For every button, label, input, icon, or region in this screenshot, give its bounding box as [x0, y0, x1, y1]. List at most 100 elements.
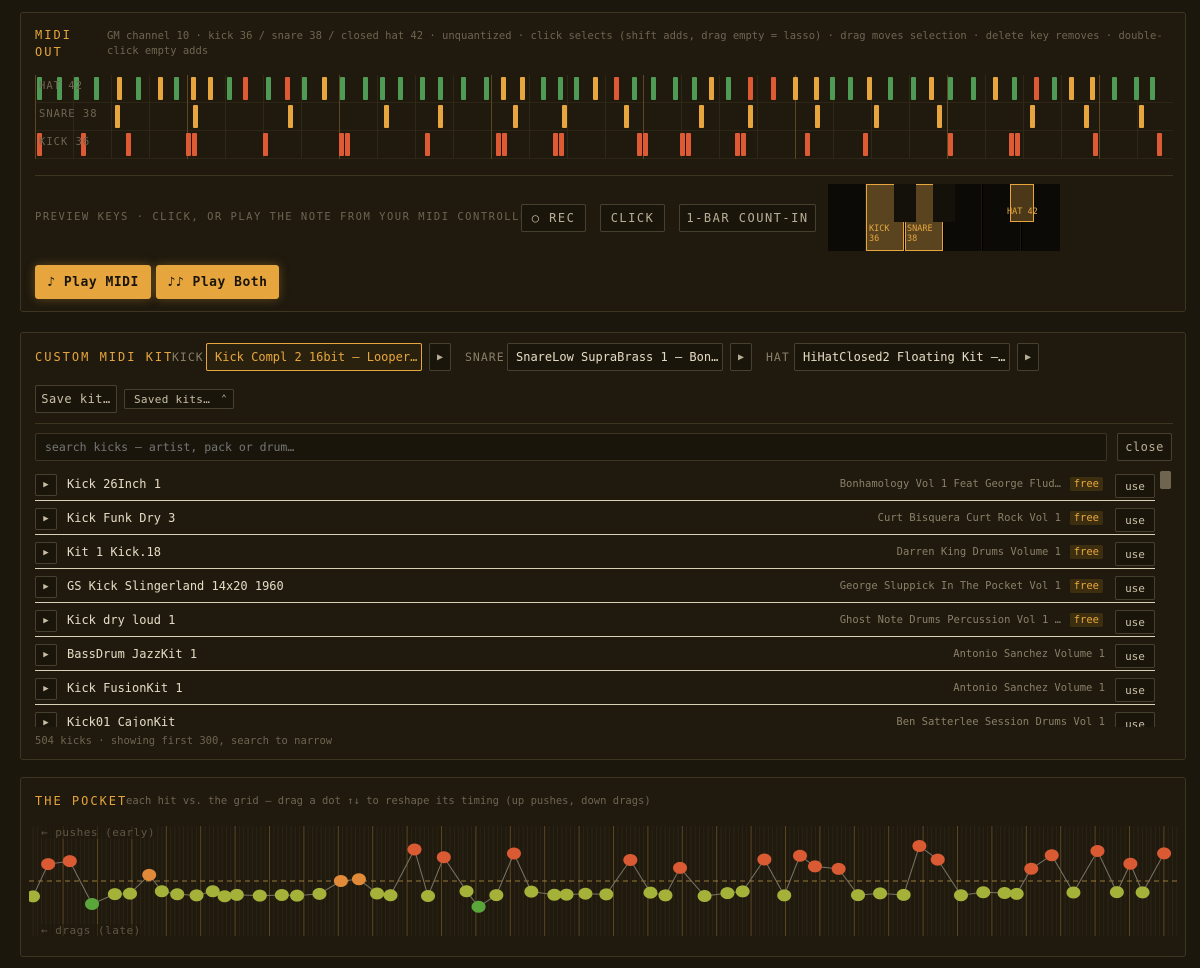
midi-note[interactable]	[692, 77, 697, 100]
midi-note[interactable]	[948, 133, 953, 156]
midi-note[interactable]	[263, 133, 268, 156]
timing-dot[interactable]	[1109, 886, 1124, 899]
midi-note[interactable]	[1139, 105, 1144, 128]
timing-dot[interactable]	[1157, 847, 1172, 860]
timing-dot[interactable]	[62, 855, 77, 868]
midi-note[interactable]	[484, 77, 489, 100]
black-key[interactable]	[933, 184, 955, 222]
midi-note[interactable]	[1069, 77, 1074, 100]
kick-play-button[interactable]: ▶	[429, 343, 451, 371]
midi-note[interactable]	[1012, 77, 1017, 100]
timing-dot[interactable]	[29, 890, 40, 903]
midi-note[interactable]	[74, 77, 79, 100]
saved-kits-select[interactable]: Saved kits… ⌃	[124, 389, 234, 409]
timing-dot[interactable]	[547, 888, 562, 901]
midi-note[interactable]	[929, 77, 934, 100]
timing-dot[interactable]	[1024, 862, 1039, 875]
kick-select[interactable]: Kick Compl 2 16bit — Looper…	[206, 343, 422, 371]
timing-dot[interactable]	[578, 887, 593, 900]
use-button[interactable]: use	[1115, 576, 1155, 600]
timing-dot[interactable]	[351, 873, 366, 886]
midi-note[interactable]	[322, 77, 327, 100]
midi-note[interactable]	[438, 105, 443, 128]
timing-dot[interactable]	[912, 839, 927, 852]
save-kit-button[interactable]: Save kit…	[35, 385, 117, 413]
midi-note[interactable]	[937, 105, 942, 128]
table-row[interactable]: ▶ Kit 1 Kick.18 Darren King Drums Volume 1…	[35, 537, 1155, 569]
midi-note[interactable]	[339, 133, 344, 156]
midi-note[interactable]	[558, 77, 563, 100]
midi-note[interactable]	[340, 77, 345, 100]
midi-note[interactable]	[1009, 133, 1014, 156]
timing-dot[interactable]	[421, 889, 436, 902]
midi-note[interactable]	[993, 77, 998, 100]
midi-note[interactable]	[461, 77, 466, 100]
timing-dot[interactable]	[436, 851, 451, 864]
midi-note[interactable]	[1112, 77, 1117, 100]
midi-note[interactable]	[643, 133, 648, 156]
midi-note[interactable]	[425, 133, 430, 156]
timing-dot[interactable]	[658, 889, 673, 902]
timing-dot[interactable]	[599, 888, 614, 901]
midi-note[interactable]	[420, 77, 425, 100]
midi-note[interactable]	[186, 133, 191, 156]
midi-note[interactable]	[867, 77, 872, 100]
midi-note[interactable]	[814, 77, 819, 100]
midi-note[interactable]	[1090, 77, 1095, 100]
pocket-plot[interactable]	[29, 826, 1179, 936]
snare-play-button[interactable]: ▶	[730, 343, 752, 371]
use-button[interactable]: use	[1115, 644, 1155, 668]
timing-dot[interactable]	[673, 861, 688, 874]
timing-dot[interactable]	[290, 889, 305, 902]
midi-note[interactable]	[805, 133, 810, 156]
close-search-button[interactable]: close	[1117, 433, 1172, 461]
midi-note[interactable]	[741, 133, 746, 156]
lane-snare[interactable]: SNARE 38	[35, 103, 1173, 131]
midi-note[interactable]	[848, 77, 853, 100]
midi-note[interactable]	[1134, 77, 1139, 100]
timing-dot[interactable]	[107, 888, 122, 901]
kick-search-input[interactable]	[35, 433, 1107, 461]
snare-select[interactable]: SnareLow SupraBrass 1 — Bon…	[507, 343, 723, 371]
timing-dot[interactable]	[1044, 849, 1059, 862]
midi-note[interactable]	[57, 77, 62, 100]
table-row[interactable]: ▶ Kick 26Inch 1 Bonhamology Vol 1 Feat Geo…	[35, 469, 1155, 501]
timing-dot[interactable]	[85, 897, 100, 910]
midi-note[interactable]	[971, 77, 976, 100]
midi-note[interactable]	[874, 105, 879, 128]
timing-dot[interactable]	[976, 886, 991, 899]
timing-dot[interactable]	[312, 887, 327, 900]
midi-note[interactable]	[771, 77, 776, 100]
timing-dot[interactable]	[189, 889, 204, 902]
table-row[interactable]: ▶ GS Kick Slingerland 14x20 1960 George Sl…	[35, 571, 1155, 603]
preview-play-button[interactable]: ▶	[35, 610, 57, 632]
timing-dot[interactable]	[777, 889, 792, 902]
midi-note[interactable]	[632, 77, 637, 100]
timing-dot[interactable]	[274, 889, 289, 902]
timing-dot[interactable]	[506, 847, 521, 860]
midi-note[interactable]	[193, 105, 198, 128]
timing-dot[interactable]	[735, 885, 750, 898]
click-button[interactable]: CLICK	[600, 204, 665, 232]
midi-note[interactable]	[208, 77, 213, 100]
timing-dot[interactable]	[205, 885, 220, 898]
timing-dot[interactable]	[997, 887, 1012, 900]
table-row[interactable]: ▶ BassDrum JazzKit 1 Antonio Sanchez Volum…	[35, 639, 1155, 671]
timing-dot[interactable]	[896, 888, 911, 901]
midi-note[interactable]	[948, 77, 953, 100]
preview-play-button[interactable]: ▶	[35, 576, 57, 598]
midi-note[interactable]	[243, 77, 248, 100]
midi-note[interactable]	[553, 133, 558, 156]
midi-note[interactable]	[726, 77, 731, 100]
midi-note[interactable]	[680, 133, 685, 156]
table-row[interactable]: ▶ Kick01 CajonKit Ben Satterlee Session Dr…	[35, 707, 1155, 727]
midi-note[interactable]	[911, 77, 916, 100]
timing-dot[interactable]	[930, 853, 945, 866]
use-button[interactable]: use	[1115, 508, 1155, 532]
midi-note[interactable]	[1093, 133, 1098, 156]
midi-note[interactable]	[1157, 133, 1162, 156]
preview-play-button[interactable]: ▶	[35, 712, 57, 727]
midi-note[interactable]	[345, 133, 350, 156]
midi-note[interactable]	[266, 77, 271, 100]
midi-note[interactable]	[174, 77, 179, 100]
